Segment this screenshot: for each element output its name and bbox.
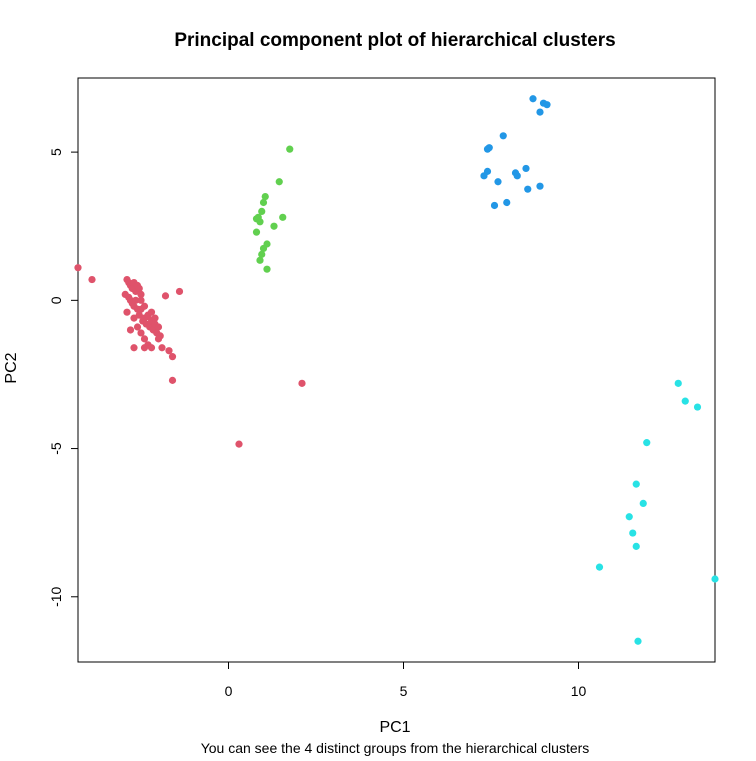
data-point <box>529 95 537 103</box>
data-point <box>137 290 145 299</box>
data-point <box>298 379 306 387</box>
data-point <box>256 218 264 226</box>
data-point <box>625 513 633 521</box>
cluster-series-4 <box>595 379 719 645</box>
data-point <box>161 292 170 300</box>
data-point <box>543 101 551 109</box>
data-point <box>140 302 149 310</box>
data-point <box>147 344 156 352</box>
data-point <box>154 335 163 343</box>
data-point <box>168 353 177 361</box>
data-point <box>165 347 173 355</box>
data-point <box>483 145 492 153</box>
data-point <box>263 265 271 273</box>
data-point <box>632 480 640 488</box>
data-point <box>126 326 135 334</box>
data-point <box>154 323 163 331</box>
data-point <box>693 403 702 411</box>
data-point <box>121 290 129 299</box>
data-point <box>536 182 544 190</box>
data-point <box>135 311 143 319</box>
data-point <box>137 329 145 337</box>
data-point <box>258 207 266 216</box>
data-point <box>252 228 261 236</box>
data-point <box>256 256 264 264</box>
chart-subtitle: You can see the 4 distinct groups from t… <box>200 740 590 756</box>
data-point <box>151 314 159 322</box>
data-point <box>674 379 682 387</box>
data-point <box>536 108 544 116</box>
data-points <box>74 95 719 645</box>
data-point <box>499 132 507 140</box>
y-axis: -10 -5 0 5 <box>48 148 79 607</box>
data-point <box>522 164 530 173</box>
data-point <box>74 264 82 272</box>
data-point <box>259 198 268 207</box>
data-point <box>275 178 283 186</box>
x-axis: 0 5 10 <box>225 661 587 699</box>
cluster-series-2 <box>252 145 294 273</box>
data-point <box>681 397 689 405</box>
data-point <box>503 198 511 207</box>
data-point <box>133 323 142 331</box>
y-tick-label: 5 <box>48 148 64 156</box>
data-point <box>140 335 149 343</box>
data-point <box>123 308 131 316</box>
data-point <box>158 344 166 352</box>
data-point <box>634 637 642 645</box>
cluster-series-3 <box>480 95 551 210</box>
cluster-series-1 <box>74 264 306 448</box>
data-point <box>137 296 145 304</box>
data-point <box>639 499 647 508</box>
data-point <box>513 172 521 180</box>
data-point <box>235 440 243 448</box>
data-point <box>524 185 532 193</box>
data-point <box>88 275 96 284</box>
data-point <box>130 314 138 322</box>
data-point <box>175 287 184 296</box>
data-point <box>494 178 502 186</box>
data-point <box>270 222 278 230</box>
data-point <box>595 563 604 571</box>
data-point <box>258 250 266 258</box>
x-axis-label: PC1 <box>379 719 411 736</box>
plot-frame <box>77 77 716 663</box>
data-point <box>629 529 637 537</box>
data-point <box>286 145 294 153</box>
chart-title: Principal component plot of hierarchical… <box>174 30 616 51</box>
x-tick-label: 5 <box>400 683 408 699</box>
data-point <box>490 201 499 210</box>
data-point <box>259 244 268 253</box>
data-point <box>130 344 138 352</box>
data-point <box>711 575 719 583</box>
data-point <box>643 439 651 447</box>
data-point <box>135 284 143 293</box>
y-tick-label: 0 <box>48 296 64 304</box>
data-point <box>168 376 177 384</box>
data-point <box>132 296 140 304</box>
y-tick-label: -5 <box>48 442 64 455</box>
data-point <box>480 172 488 180</box>
y-tick-label: -10 <box>48 586 64 606</box>
x-tick-label: 10 <box>571 683 587 699</box>
x-tick-label: 0 <box>225 683 233 699</box>
data-point <box>279 213 287 221</box>
data-point <box>140 344 149 352</box>
data-point <box>261 192 269 201</box>
data-point <box>147 308 156 316</box>
data-point <box>632 542 640 550</box>
